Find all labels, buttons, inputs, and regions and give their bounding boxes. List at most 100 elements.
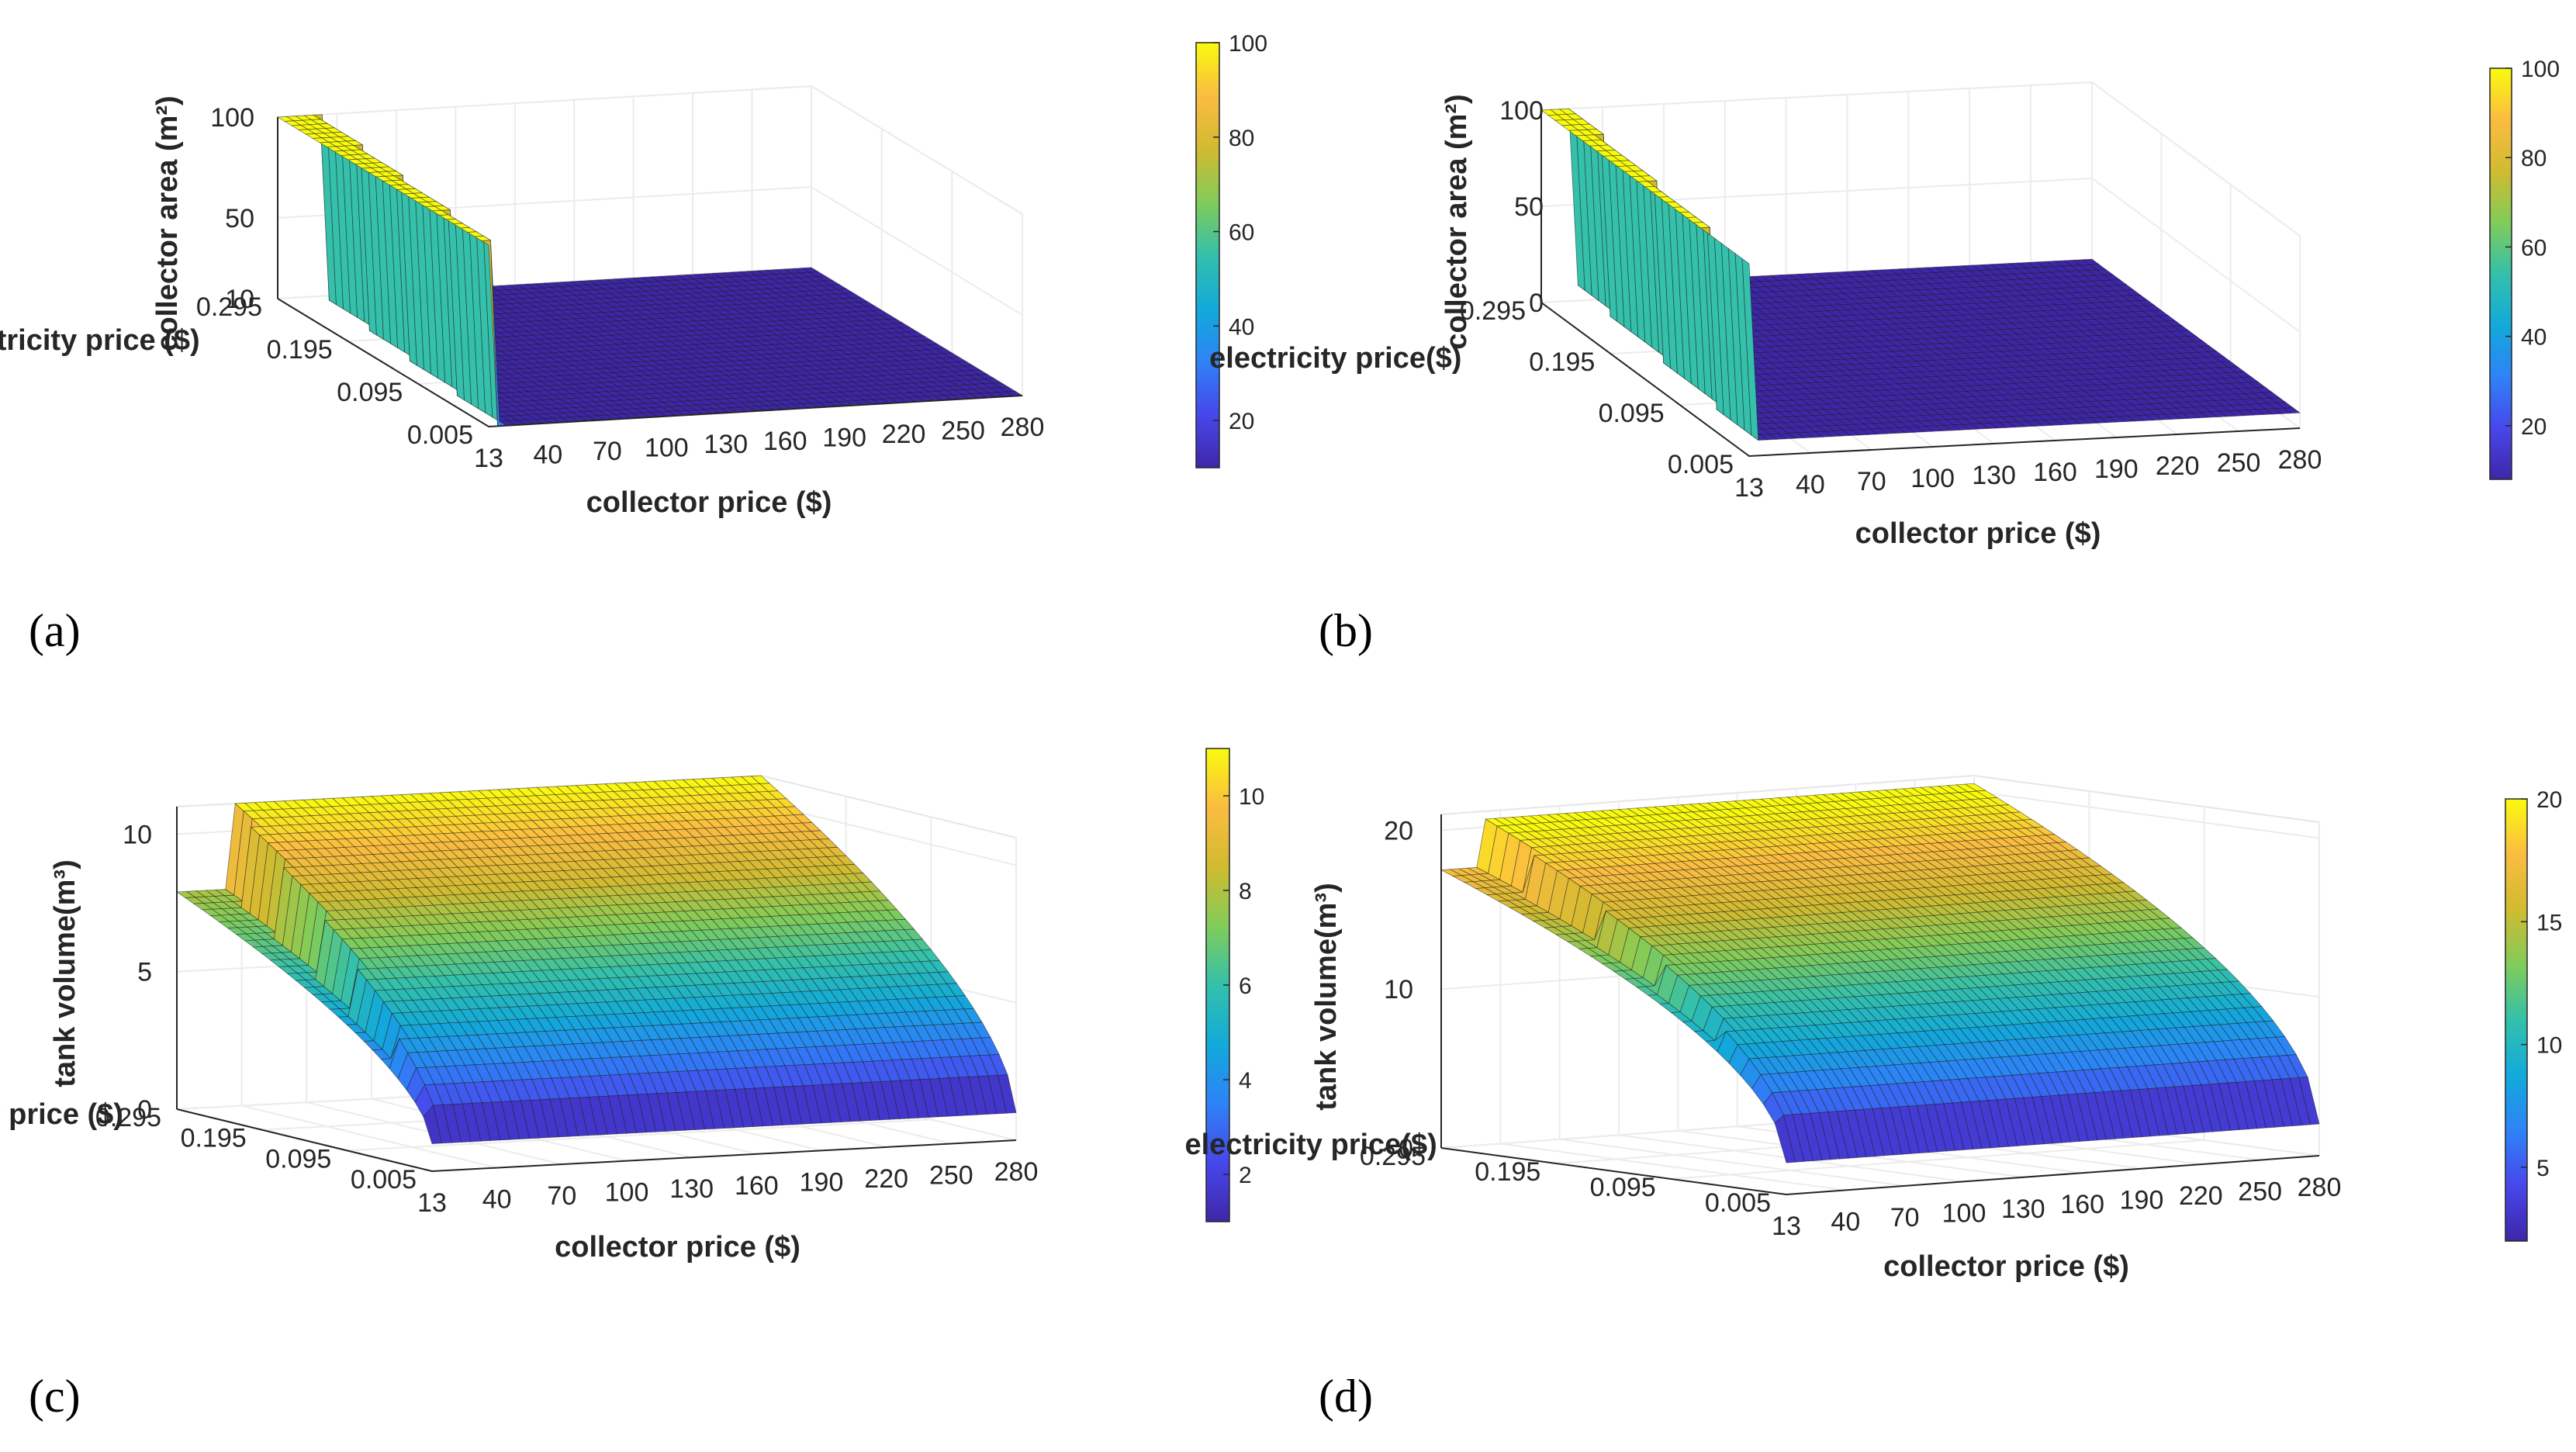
y-tick-label: 0.195 — [267, 335, 333, 365]
y-axis-label: electricity price ($) — [0, 324, 200, 357]
colorbar-tick-label: 100 — [1229, 31, 1267, 57]
x-tick-label: 280 — [994, 1157, 1039, 1187]
chart-panel-b: 13 40 70 100 130 160 190 220 250 280 0.0050.0950.1… — [1209, 57, 2560, 656]
x-tick-label: 70 — [593, 437, 622, 466]
x-tick-label: 40 — [1796, 470, 1825, 500]
z-tick-label: 50 — [1514, 192, 1544, 222]
chart-panel-a: 13 40 70 100 130 160 190 220 250 280 0.0050.0950.1… — [0, 31, 1267, 656]
colorbar-tick-label: 15 — [2536, 910, 2562, 935]
y-tick-label: 0.295 — [1360, 1142, 1426, 1171]
colorbar: 5 10 15 20 — [2505, 787, 2562, 1242]
chart-panel-d: 13 40 70 100 130 160 190 220 250 2800.0050.0950.1… — [1184, 774, 2562, 1422]
x-tick-label: 70 — [547, 1181, 576, 1211]
x-tick-label: 190 — [2120, 1186, 2164, 1215]
y-tick-label: 0.005 — [1705, 1188, 1771, 1218]
x-tick-label: 130 — [669, 1174, 714, 1204]
colorbar-tick-label: 40 — [2521, 325, 2547, 351]
panel-label: (d) — [1319, 1371, 1373, 1422]
y-tick-label: 0.005 — [1668, 450, 1734, 479]
colorbar: 20 40 60 80 100 — [1195, 31, 1267, 468]
y-tick-label: 0.295 — [196, 292, 262, 322]
z-tick-label: 100 — [1499, 96, 1544, 126]
axes-lines — [1440, 814, 2320, 1196]
z-tick-label: 5 — [137, 958, 152, 987]
colorbar-tick-label: 40 — [1229, 314, 1254, 340]
x-tick-label: 160 — [763, 427, 807, 456]
x-tick-label: 100 — [1910, 464, 1955, 493]
x-tick-label: 100 — [605, 1178, 649, 1208]
x-tick-label: 13 — [417, 1188, 447, 1218]
colorbar-tick-label: 6 — [1239, 973, 1252, 999]
x-tick-label: 160 — [2033, 458, 2077, 487]
x-tick-label: 130 — [2001, 1194, 2045, 1224]
x-tick-label: 160 — [735, 1171, 779, 1201]
axes-lines — [277, 117, 1023, 428]
x-tick-label: 220 — [864, 1164, 908, 1194]
x-tick-label: 160 — [2060, 1190, 2104, 1219]
x-tick-label: 130 — [704, 430, 748, 459]
x-axis-label: collector price ($) — [1883, 1250, 2129, 1283]
y-axis-label: electricity price($) — [1184, 1129, 1437, 1161]
x-tick-label: 13 — [1772, 1212, 1801, 1241]
x-tick-label: 13 — [474, 444, 503, 473]
surface-mesh — [1440, 783, 2320, 1163]
panel-label: (a) — [29, 605, 81, 656]
x-axis-label: collector price ($) — [1855, 517, 2101, 550]
x-axis-label: collector price ($) — [555, 1231, 800, 1264]
panel-label: (c) — [29, 1371, 81, 1422]
colorbar-tick-label: 20 — [1229, 409, 1254, 434]
z-tick-label: 10 — [123, 820, 152, 849]
y-tick-label: 0.195 — [1475, 1157, 1540, 1187]
colorbar-tick-label: 4 — [1239, 1068, 1252, 1094]
x-tick-label: 13 — [1734, 473, 1764, 503]
x-tick-label: 100 — [1942, 1198, 1986, 1228]
colorbar-tick-label: 5 — [2536, 1156, 2550, 1181]
z-axis-label: collector area (m²) — [151, 95, 184, 351]
z-axis-label: collector area (m²) — [1440, 94, 1473, 349]
z-tick-label: 100 — [210, 103, 254, 133]
x-tick-label: 190 — [822, 423, 866, 452]
y-tick-label: 0.095 — [1599, 399, 1665, 428]
colorbar-tick-label: 20 — [2536, 787, 2562, 813]
z-tick-label: 20 — [1384, 816, 1413, 845]
x-tick-label: 250 — [2217, 448, 2261, 478]
colorbar: 2 4 6 8 10 — [1205, 748, 1264, 1222]
z-axis-label: tank volume(m³) — [1310, 883, 1343, 1110]
y-tick-label: 0.005 — [351, 1165, 417, 1194]
y-tick-label: 0.295 — [95, 1103, 161, 1132]
z-tick-label: 10 — [225, 285, 254, 314]
y-tick-label: 0.095 — [265, 1144, 331, 1174]
colorbar: 20 40 60 80 100 — [2489, 57, 2560, 480]
x-tick-label: 250 — [929, 1160, 973, 1190]
surface-mesh — [175, 775, 1017, 1144]
x-tick-label: 40 — [482, 1185, 512, 1215]
panel-label: (b) — [1319, 605, 1373, 656]
colorbar-tick-label: 60 — [1229, 220, 1254, 246]
x-tick-label: 220 — [2179, 1181, 2223, 1211]
y-tick-label: 0.095 — [337, 378, 403, 407]
x-tick-label: 70 — [1857, 467, 1886, 496]
colorbar-tick-label: 2 — [1239, 1163, 1252, 1188]
colorbar-tick-label: 100 — [2521, 57, 2560, 82]
y-tick-label: 0.005 — [407, 420, 473, 450]
z-tick-label: 10 — [1384, 975, 1413, 1004]
x-tick-label: 220 — [882, 420, 926, 449]
x-tick-label: 280 — [2278, 445, 2322, 475]
surface-mesh — [1540, 108, 2301, 441]
z-tick-label: 50 — [225, 204, 254, 233]
y-tick-label: 0.095 — [1590, 1173, 1656, 1202]
surface-mesh — [276, 114, 1024, 427]
x-tick-label: 130 — [1972, 461, 2016, 490]
axes-lines — [176, 807, 1017, 1173]
x-axis-label: collector price ($) — [586, 486, 832, 519]
z-tick-label: 0 — [1399, 1134, 1413, 1163]
x-tick-label: 40 — [534, 441, 563, 470]
x-tick-label: 250 — [2238, 1177, 2282, 1207]
x-tick-label: 280 — [2298, 1173, 2342, 1202]
y-tick-label: 0.295 — [1460, 296, 1526, 326]
colorbar-tick-label: 20 — [2521, 414, 2547, 440]
y-axis-label: electricity price ($) — [0, 1098, 123, 1131]
y-tick-label: 0.195 — [1529, 347, 1595, 377]
x-tick-label: 190 — [2094, 455, 2139, 484]
